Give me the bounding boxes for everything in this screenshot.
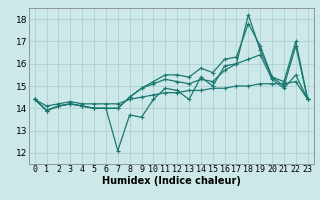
X-axis label: Humidex (Indice chaleur): Humidex (Indice chaleur) [102, 176, 241, 186]
